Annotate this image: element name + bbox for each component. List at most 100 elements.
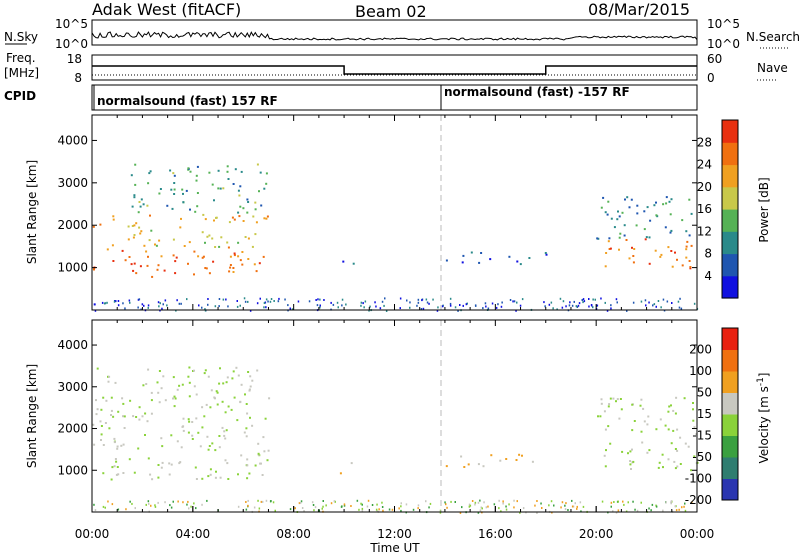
power-scatter-point xyxy=(689,267,692,270)
velocity-scatter-point xyxy=(123,415,126,418)
power-scatter-point xyxy=(171,207,174,210)
power-noise-point xyxy=(319,298,321,301)
velocity-scatter-point xyxy=(604,465,607,468)
power-scatter-point xyxy=(201,256,204,259)
velocity-scatter-point xyxy=(224,459,227,462)
power-noise-point xyxy=(159,302,161,305)
velocity-scatter-point xyxy=(226,376,229,379)
velocity-noise-point xyxy=(358,508,360,511)
power-scatter-point xyxy=(196,205,199,208)
velocity-noise-point xyxy=(314,506,317,509)
power-scatter-point xyxy=(170,188,173,191)
velocity-scatter-point xyxy=(142,384,145,387)
power-scatter-point xyxy=(213,219,215,222)
power-noise-point xyxy=(556,308,558,311)
velocity-scatter-point xyxy=(518,453,521,456)
velocity-scatter-point xyxy=(257,452,260,455)
power-noise-point xyxy=(243,297,246,300)
velocity-noise-point xyxy=(477,511,480,514)
power-noise-point xyxy=(161,307,163,310)
velocity-scatter-point xyxy=(128,458,131,461)
power-scatter-point xyxy=(690,212,693,215)
velocity-scatter-point xyxy=(256,369,259,372)
velocity-scatter-point xyxy=(692,402,694,404)
velocity-scatter-point xyxy=(674,412,677,415)
velocity-noise-point xyxy=(154,504,156,507)
velocity-noise-point xyxy=(540,502,542,505)
power-noise-point xyxy=(270,298,273,300)
velocity-colorbar-tick: -50 xyxy=(692,450,712,464)
velocity-scatter-point xyxy=(672,429,675,432)
power-colorbar-frame xyxy=(721,119,739,299)
power-noise-point xyxy=(491,302,494,305)
power-scatter-point xyxy=(618,248,620,251)
power-scatter-point xyxy=(233,218,236,221)
power-scatter-point xyxy=(204,241,206,244)
velocity-scatter-point xyxy=(251,424,254,427)
velocity-noise-point xyxy=(548,504,550,507)
power-scatter-point xyxy=(219,187,222,190)
velocity-scatter-point xyxy=(100,408,103,411)
power-scatter-point xyxy=(189,170,192,173)
velocity-scatter-point xyxy=(211,442,214,445)
power-scatter-point xyxy=(195,174,198,177)
velocity-noise-point xyxy=(534,504,536,507)
velocity-scatter-point xyxy=(657,466,660,469)
velocity-colorbar-swatch xyxy=(722,371,738,393)
velocity-scatter-point xyxy=(249,385,252,388)
velocity-noise-point xyxy=(303,510,305,512)
power-noise-point xyxy=(578,302,581,305)
power-noise-point xyxy=(180,302,182,305)
power-scatter-point xyxy=(461,261,464,264)
velocity-noise-point xyxy=(582,505,585,508)
time-tick-label: 00:00 xyxy=(75,527,110,541)
velocity-noise-point xyxy=(182,501,184,504)
power-scatter-point xyxy=(253,263,256,266)
velocity-noise-point xyxy=(536,512,538,514)
power-scatter-point xyxy=(174,260,177,263)
power-noise-point xyxy=(137,298,140,301)
velocity-scatter-point xyxy=(664,424,667,427)
power-noise-point xyxy=(362,302,364,305)
power-noise-point xyxy=(462,304,464,307)
power-scatter-point xyxy=(137,211,140,214)
velocity-scatter-point xyxy=(188,395,191,398)
velocity-scatter-point xyxy=(133,471,136,474)
power-scatter-point xyxy=(132,236,135,239)
cpid-segment-1: normalsound (fast) 157 RF xyxy=(97,94,278,108)
power-noise-point xyxy=(426,301,429,304)
velocity-noise-point xyxy=(567,509,569,511)
velocity-scatter-point xyxy=(679,463,682,465)
velocity-colorbar-tick: -100 xyxy=(685,472,712,486)
velocity-scatter-point xyxy=(207,475,210,478)
velocity-noise-point xyxy=(381,506,384,508)
power-scatter-point xyxy=(544,252,547,254)
power-noise-point xyxy=(655,305,657,308)
power-noise-point xyxy=(207,303,209,306)
power-scatter-point xyxy=(232,271,235,273)
velocity-scatter-point xyxy=(248,388,251,391)
velocity-scatter-point xyxy=(105,399,108,402)
velocity-noise-point xyxy=(572,505,575,508)
velocity-scatter-point xyxy=(113,441,116,444)
power-scatter-point xyxy=(172,238,175,241)
power-scatter-point xyxy=(154,243,156,246)
power-scatter-point xyxy=(215,216,218,219)
power-scatter-point xyxy=(258,262,261,265)
velocity-noise-point xyxy=(601,500,604,503)
power-noise-point xyxy=(218,305,220,308)
nsky-left-tick-bottom: 10^0 xyxy=(55,37,88,51)
power-noise-point xyxy=(319,306,321,309)
power-scatter-point xyxy=(139,232,142,235)
power-scatter-point xyxy=(654,249,657,252)
velocity-scatter-point xyxy=(692,419,695,422)
velocity-colorbar-tick: -15 xyxy=(692,429,712,443)
power-scatter-point xyxy=(664,226,667,229)
velocity-noise-point xyxy=(493,503,496,506)
power-scatter-point xyxy=(211,183,214,186)
power-noise-point xyxy=(495,306,498,309)
power-scatter-point xyxy=(660,253,663,256)
velocity-scatter-point xyxy=(630,468,632,470)
velocity-scatter-point xyxy=(600,402,603,405)
power-scatter-point xyxy=(182,192,184,195)
